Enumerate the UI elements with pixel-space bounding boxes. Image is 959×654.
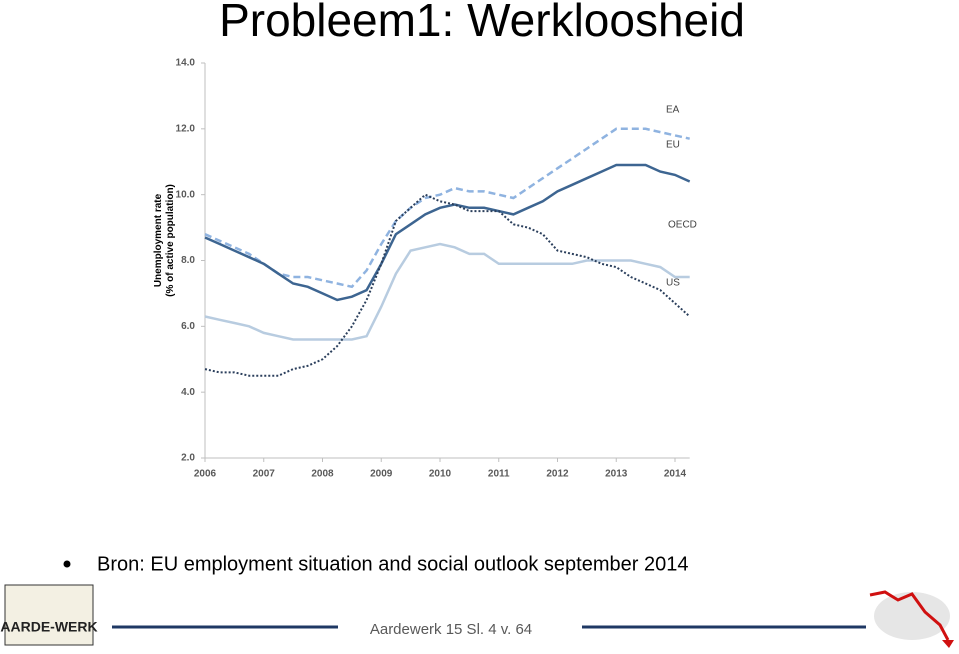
x-tick-label: 2006	[194, 469, 217, 480]
series-line	[204, 163, 691, 302]
y-tick-label: 6.0	[181, 321, 195, 332]
x-tick-label: 2011	[488, 469, 510, 480]
y-tick-label: 4.0	[181, 387, 195, 398]
x-tick-label: 2014	[664, 469, 687, 480]
x-tick-label: 2007	[253, 469, 276, 480]
y-axis-title-line: (% of active population)	[165, 184, 176, 297]
series-label: EA	[666, 105, 680, 116]
trend-icon	[869, 590, 954, 648]
y-tick-label: 12.0	[176, 123, 196, 134]
logo-box	[4, 584, 94, 646]
x-tick-label: 2009	[370, 469, 393, 480]
y-tick-label: 14.0	[176, 58, 196, 69]
series-line	[204, 193, 691, 377]
x-tick-label: 2013	[605, 469, 628, 480]
series-label: US	[666, 278, 680, 289]
y-axis-title-line: Unemployment rate	[153, 193, 164, 287]
y-tick-label: 2.0	[181, 453, 195, 464]
series-label: EU	[666, 140, 680, 151]
logo-text: AARDE-WERK	[0, 619, 97, 635]
y-tick-label: 10.0	[176, 189, 196, 200]
series-line	[204, 127, 690, 289]
x-tick-label: 2012	[546, 469, 569, 480]
slide-title: Probleem1: Werkloosheid	[219, 0, 745, 46]
series-line	[204, 242, 690, 341]
bullet-text: Bron: EU employment situation and social…	[97, 553, 688, 575]
chart: 2.0 4.0 6.0 8.0 10.0 12.0 14.0 2006 2007 2008 2009…	[153, 58, 697, 480]
bullet-dot	[63, 560, 71, 568]
footer-text: Aardewerk 15 Sl. 4 v. 64	[370, 621, 532, 638]
y-axis-title: Unemployment rate(% of active population…	[153, 184, 176, 297]
x-tick-label: 2010	[429, 469, 452, 480]
x-tick-label: 2008	[311, 469, 334, 480]
series-label: OECD	[668, 220, 697, 231]
y-tick-label: 8.0	[181, 255, 195, 266]
